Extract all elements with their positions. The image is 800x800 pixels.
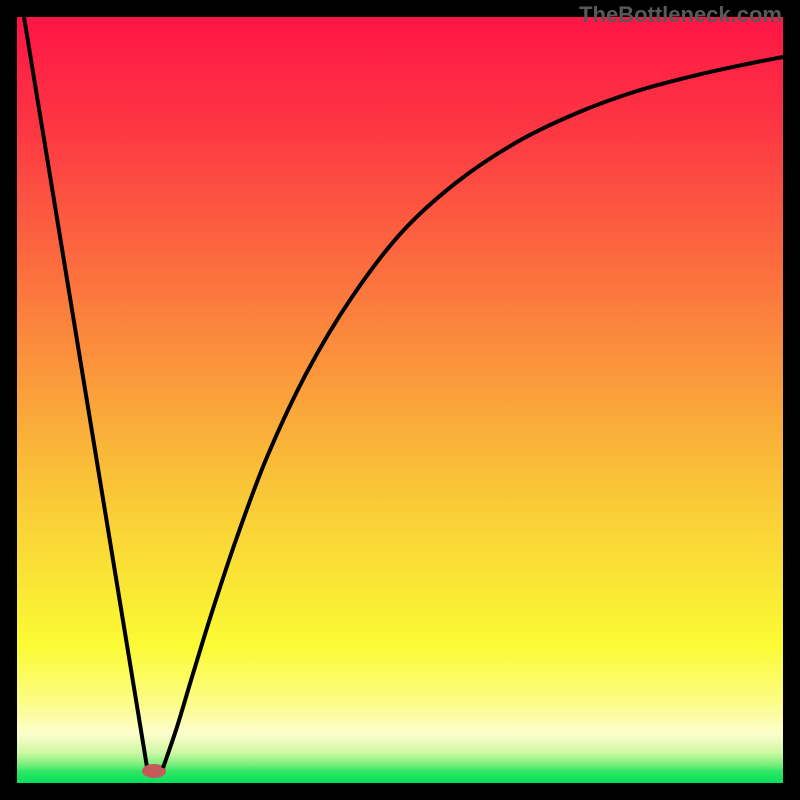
rising-curve: [163, 57, 783, 768]
chart-plot: [17, 17, 783, 783]
watermark: TheBottleneck.com: [579, 2, 782, 28]
descending-line: [24, 17, 147, 767]
